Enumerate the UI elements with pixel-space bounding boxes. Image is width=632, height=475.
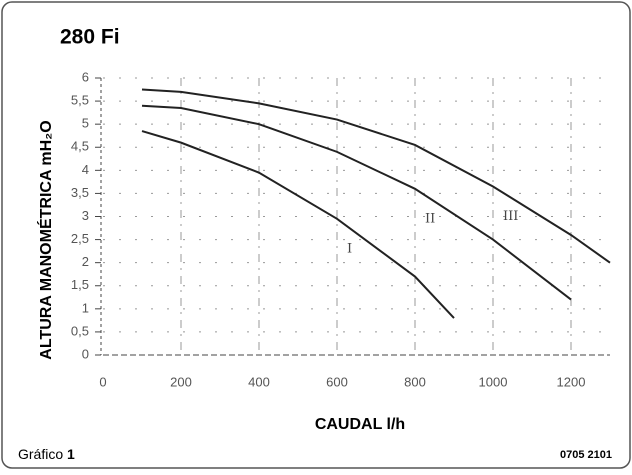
x-tick-label: 200 [170, 374, 192, 389]
curve [141, 88, 611, 264]
y-tick-label: 0 [82, 346, 89, 361]
curve-label: III [503, 209, 518, 224]
y-tick-label: 2,5 [71, 231, 89, 246]
y-tick-label: 1,5 [71, 277, 89, 292]
x-tick-label: 800 [404, 374, 426, 389]
y-tick-label: 6 [82, 69, 89, 84]
y-tick-label: 3,5 [71, 185, 89, 200]
caption-number: 1 [67, 446, 75, 462]
x-tick-label: 400 [248, 374, 270, 389]
x-axis-label: CAUDAL l/h [315, 416, 405, 433]
code: 0705 2101 [560, 449, 612, 461]
y-axis-label: ALTURA MANOMÉTRICA mH₂O [36, 120, 55, 359]
curve-label: II [425, 211, 435, 226]
x-tick-label: 0 [99, 374, 106, 389]
y-tick-label: 1 [82, 300, 89, 315]
caption-text: Gráfico [18, 446, 63, 462]
curve [141, 104, 572, 301]
curve-label: I [347, 241, 352, 256]
chart-title: 280 Fi [60, 26, 120, 49]
x-tick-label: 600 [326, 374, 348, 389]
y-tick-label: 4 [82, 162, 89, 177]
y-tick-label: 0,5 [71, 323, 89, 338]
caption: Gráfico 1 [18, 446, 75, 462]
y-tick-label: 5 [82, 116, 89, 131]
y-tick-label: 3 [82, 208, 89, 223]
x-tick-label: 1200 [557, 374, 586, 389]
y-tick-label: 4,5 [71, 139, 89, 154]
y-tick-label: 2 [82, 254, 89, 269]
y-tick-label: 5,5 [71, 93, 89, 108]
x-tick-label: 1000 [479, 374, 508, 389]
curve [141, 130, 455, 319]
